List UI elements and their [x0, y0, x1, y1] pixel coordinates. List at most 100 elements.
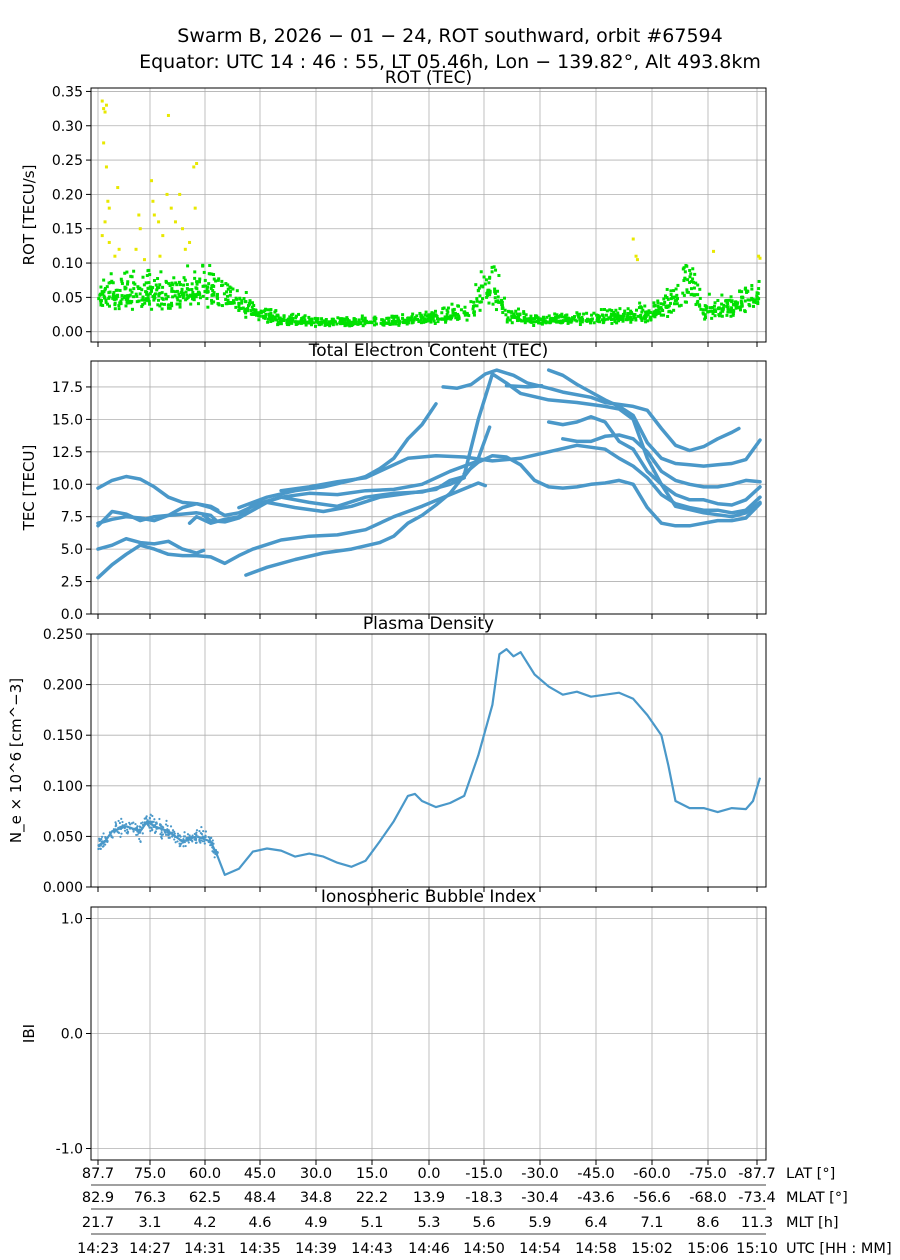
rot-point: [104, 300, 108, 304]
rot-point: [151, 286, 155, 290]
rot-point: [536, 316, 540, 320]
tec-series-line: [201, 425, 492, 524]
density-point: [141, 821, 144, 824]
rot-point: [259, 310, 263, 314]
rot-point: [369, 320, 373, 324]
rot-point: [626, 317, 630, 321]
rot-point: [709, 309, 713, 313]
rot-point: [248, 299, 252, 303]
rot-point: [616, 311, 620, 315]
rot-point: [170, 304, 174, 308]
rot-point: [630, 318, 634, 322]
rot-point: [696, 283, 700, 287]
density-point: [209, 844, 212, 847]
rot-point: [148, 302, 152, 306]
rot-point: [144, 297, 148, 301]
rot-point: [578, 322, 582, 326]
rot-point: [531, 317, 535, 321]
rot-point: [285, 322, 289, 326]
rot-point: [535, 314, 539, 318]
rot-point: [147, 281, 151, 285]
density-point: [209, 841, 212, 844]
rot-point: [432, 319, 436, 323]
rot-point: [510, 321, 514, 325]
rot-point: [141, 295, 145, 299]
x-tick-label: 48.4: [244, 1190, 276, 1206]
rot-point: [300, 317, 304, 321]
rot-point: [201, 294, 205, 298]
density-point: [147, 822, 150, 826]
rot-point: [486, 293, 490, 297]
rot-point: [409, 318, 413, 322]
density-point: [102, 842, 105, 845]
density-point: [184, 844, 187, 848]
rot-point: [474, 283, 478, 287]
rot-point: [156, 277, 160, 281]
rot-point: [330, 317, 334, 321]
rot-point: [609, 318, 613, 322]
rot-point: [449, 314, 453, 318]
rot-point: [130, 290, 134, 294]
rot-point: [319, 320, 323, 324]
rot-point: [387, 320, 391, 324]
density-point: [97, 845, 101, 848]
rot-point: [214, 279, 218, 283]
rot-point: [535, 319, 539, 323]
rot-point-high: [142, 258, 146, 262]
rot-point: [113, 307, 117, 311]
rot-point: [543, 320, 547, 324]
rot-point: [148, 292, 152, 296]
rot-point: [266, 308, 270, 312]
rot-point: [597, 317, 601, 321]
rot-point: [651, 312, 655, 316]
rot-point: [266, 317, 270, 321]
rot-point-high: [117, 247, 121, 251]
rot-point-high: [181, 227, 185, 231]
density-point: [150, 822, 153, 825]
y-tick-label: 7.5: [61, 510, 83, 526]
rot-point: [677, 304, 681, 308]
rot-point: [575, 311, 579, 315]
rot-point: [157, 298, 161, 302]
rot-point: [309, 318, 313, 322]
x-tick-label: -15.0: [465, 1166, 503, 1182]
rot-point: [429, 320, 433, 324]
y-tick-label: 5.0: [61, 542, 83, 558]
rot-point: [602, 316, 606, 320]
rot-point: [752, 300, 756, 304]
rot-point: [554, 318, 558, 322]
rot-point: [320, 317, 324, 321]
rot-point: [249, 309, 253, 313]
rot-point: [237, 304, 241, 308]
rot-point: [479, 270, 483, 274]
rot-point: [107, 304, 111, 308]
rot-point: [134, 292, 138, 296]
rot-point: [390, 319, 394, 323]
rot-point: [411, 312, 415, 316]
rot-point: [524, 313, 528, 317]
rot-point: [542, 318, 546, 322]
rot-point: [684, 300, 688, 304]
rot-point: [746, 298, 750, 302]
rot-point: [107, 295, 111, 299]
rot-point: [299, 318, 303, 322]
rot-point: [190, 294, 194, 298]
y-tick-label: 0.050: [43, 829, 83, 845]
rot-point: [669, 310, 673, 314]
rot-point: [698, 287, 702, 291]
rot-point: [202, 284, 206, 288]
rot-point: [132, 295, 136, 299]
rot-point: [312, 321, 316, 325]
rot-point: [629, 320, 633, 324]
rot-point: [166, 306, 170, 310]
tec-series-line: [462, 453, 762, 528]
rot-point: [225, 302, 229, 306]
rot-point: [168, 283, 172, 287]
rot-point: [273, 315, 277, 319]
density-point: [149, 826, 152, 829]
rot-point: [525, 319, 529, 323]
rot-point: [582, 312, 586, 316]
rot-point: [196, 302, 200, 306]
rot-point: [485, 295, 489, 299]
rot-point: [683, 277, 687, 281]
